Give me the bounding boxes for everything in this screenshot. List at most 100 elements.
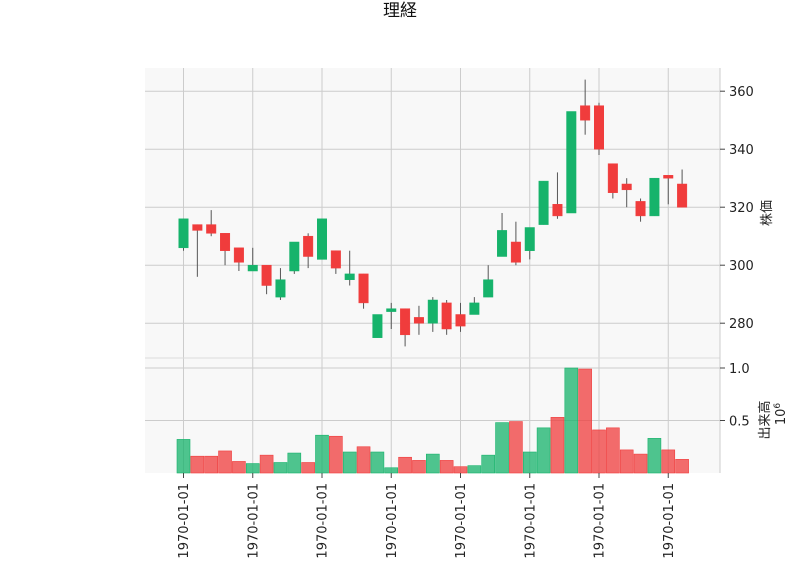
- price-axis: 280 300 320 340 360: [720, 85, 754, 332]
- candle-body: [178, 218, 189, 249]
- candle-body: [621, 183, 632, 191]
- candle-body: [441, 302, 452, 330]
- volume-bar: [509, 421, 523, 474]
- volume-bar: [578, 368, 592, 474]
- price-tick-label: 280: [729, 317, 754, 332]
- volume-multiplier-exponent: 6: [773, 403, 783, 409]
- price-candles: [178, 79, 688, 347]
- price-axis-label: 株価: [760, 200, 775, 226]
- volume-bar: [356, 446, 371, 474]
- volume-bar: [398, 456, 412, 474]
- x-axis: 1970-01-01 1970-01-01 1970-01-01 1970-01-01…: [177, 473, 677, 559]
- grid-lines: [145, 68, 720, 473]
- candle-body: [247, 264, 258, 272]
- candle-body: [566, 111, 577, 214]
- volume-bar: [315, 434, 329, 474]
- candle-body: [358, 273, 369, 304]
- volume-bar: [592, 429, 606, 474]
- x-tick-label: 1970-01-01: [454, 483, 469, 559]
- x-tick-label: 1970-01-01: [177, 483, 192, 559]
- candle-body: [330, 250, 341, 269]
- candle-body: [303, 235, 314, 257]
- volume-bar: [661, 449, 676, 474]
- candle-body: [192, 224, 203, 231]
- candle-body: [233, 247, 244, 263]
- volume-tick-label: 1.0: [729, 362, 750, 377]
- x-tick-label: 1970-01-01: [593, 483, 608, 559]
- volume-bar: [564, 367, 579, 474]
- candle-body: [469, 302, 480, 315]
- volume-bar: [245, 463, 260, 474]
- volume-bar: [675, 459, 689, 474]
- candle-body: [607, 163, 618, 193]
- candle-body: [275, 279, 286, 298]
- volume-bar: [412, 460, 426, 474]
- volume-bar: [633, 453, 648, 474]
- price-tick-label: 360: [729, 85, 754, 100]
- volume-bar: [259, 454, 274, 474]
- volume-axis-label: 出来高: [757, 400, 773, 439]
- candle-body: [594, 105, 604, 150]
- volume-bar: [467, 465, 482, 474]
- volume-bar: [176, 439, 191, 474]
- volume-multiplier-base: 10: [774, 409, 789, 426]
- candle-body: [220, 233, 231, 251]
- candle-body: [649, 177, 660, 217]
- volume-bar: [273, 462, 288, 474]
- volume-bar: [384, 467, 399, 474]
- x-tick-label: 1970-01-01: [523, 483, 538, 559]
- volume-bar: [370, 451, 385, 474]
- volume-tick-label: 0.5: [729, 415, 750, 430]
- candle-body: [455, 314, 466, 327]
- candle-body: [289, 241, 300, 272]
- x-tick-label: 1970-01-01: [385, 483, 400, 559]
- candle-body: [427, 299, 438, 324]
- volume-bar: [550, 417, 565, 474]
- volume-bar: [232, 461, 246, 474]
- candle-body: [317, 218, 327, 260]
- volume-axis: 0.5 1.0: [720, 362, 750, 430]
- candle-body: [580, 105, 591, 121]
- volume-bar: [439, 460, 454, 474]
- candle-body: [483, 279, 494, 298]
- candle-body: [635, 201, 646, 217]
- volume-bar: [342, 451, 357, 474]
- candle-body: [344, 273, 355, 280]
- candle-body: [372, 314, 383, 338]
- volume-bar: [218, 450, 232, 474]
- volume-bar: [619, 449, 634, 474]
- candle-body: [524, 227, 535, 251]
- volume-bar: [481, 454, 496, 474]
- x-tick-label: 1970-01-01: [316, 483, 331, 559]
- volume-bar: [536, 427, 551, 474]
- price-tick-label: 320: [729, 201, 754, 216]
- candle-body: [386, 308, 397, 312]
- volume-bar: [287, 452, 302, 474]
- candle-body: [497, 230, 508, 257]
- candle-body: [510, 241, 521, 263]
- candle-body: [400, 308, 411, 336]
- volume-bar: [495, 422, 509, 474]
- volume-bar: [606, 427, 620, 474]
- x-tick-label: 1970-01-01: [246, 483, 261, 559]
- volume-bar: [301, 462, 315, 474]
- candle-body: [538, 180, 549, 225]
- chart-title: 理経: [383, 1, 417, 21]
- price-tick-label: 300: [729, 259, 754, 274]
- x-tick-label: 1970-01-01: [662, 483, 677, 559]
- volume-bar: [522, 451, 537, 474]
- volume-multiplier-label: 106: [773, 403, 789, 426]
- candle-body: [413, 317, 424, 324]
- candle-body: [677, 183, 688, 208]
- candle-body: [552, 204, 563, 217]
- volume-bar: [647, 438, 662, 474]
- candle-body: [206, 224, 217, 234]
- candle-body: [663, 175, 674, 179]
- volume-bar: [425, 453, 440, 474]
- volume-bar: [453, 466, 468, 474]
- volume-bar: [190, 455, 205, 474]
- volume-bar: [204, 455, 218, 474]
- candle-body: [261, 264, 272, 286]
- price-tick-label: 340: [729, 143, 754, 158]
- volume-bar: [329, 435, 343, 474]
